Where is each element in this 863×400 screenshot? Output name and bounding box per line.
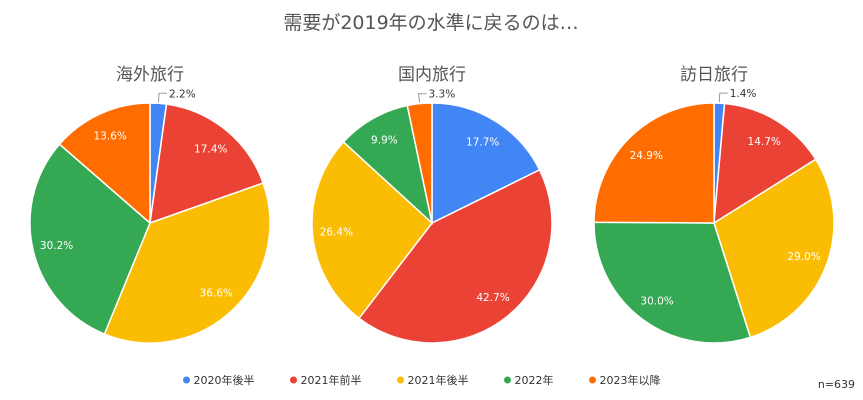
pie-slice <box>357 168 553 344</box>
legend-label: 2023年以降 <box>600 373 661 387</box>
legend-label: 2021年前半 <box>301 373 362 387</box>
pie-inbound-travel: 訪日旅行 1.4% 14.7% 29.0% 30.0% 24.9% <box>593 65 835 344</box>
legend-item: 2020年後半 <box>183 373 255 387</box>
slice-label: 14.7% <box>748 136 781 148</box>
legend-item: 2021年後半 <box>397 373 469 387</box>
sample-size-note: n=639 <box>818 378 855 391</box>
legend-label: 2021年後半 <box>408 373 469 387</box>
slice-label: 3.3% <box>429 89 456 101</box>
pies-layer: 海外旅行 2.2% 17.4% 36.6% 30.2% 13.6% 国内旅行 17.7% 42.… <box>29 65 835 344</box>
slice-label: 26.4% <box>320 226 353 238</box>
slice-label: 24.9% <box>630 150 663 162</box>
legend-item: 2022年 <box>504 373 554 387</box>
pie-slice <box>29 143 151 335</box>
slice-leader-line <box>157 92 167 103</box>
slice-leader-line <box>718 92 728 103</box>
legend-swatch <box>589 376 596 384</box>
pie-title-inbound-travel: 訪日旅行 <box>680 65 748 85</box>
legend-item: 2023年以降 <box>589 373 661 387</box>
legend-swatch <box>397 376 404 384</box>
pie-title-overseas-travel: 海外旅行 <box>116 65 184 85</box>
pie-slice <box>713 102 817 225</box>
legend-label: 2020年後半 <box>194 373 255 387</box>
slice-label: 17.4% <box>194 144 227 156</box>
slice-label: 30.2% <box>40 240 73 252</box>
slice-label: 29.0% <box>787 251 820 263</box>
pie-slice <box>149 103 265 225</box>
slice-label: 30.0% <box>640 295 673 307</box>
pie-slice <box>58 102 151 225</box>
slice-label: 36.6% <box>200 288 233 300</box>
pie-title-domestic-travel: 国内旅行 <box>398 65 466 85</box>
pie-slice <box>311 140 434 320</box>
pie-slice <box>593 102 715 224</box>
slice-label: 1.4% <box>730 88 757 100</box>
legend-swatch <box>504 376 511 384</box>
legend-item: 2021年前半 <box>290 373 362 387</box>
chart-title: 需要が2019年の水準に戻るのは… <box>283 12 578 34</box>
pie-slice <box>593 221 752 344</box>
pie-slice <box>406 102 433 224</box>
slice-label: 13.6% <box>94 131 127 143</box>
slice-label: 2.2% <box>169 88 196 100</box>
slice-label: 9.9% <box>371 135 398 147</box>
pie-domestic-travel: 国内旅行 17.7% 42.7% 26.4% 9.9% 3.3% <box>311 65 553 344</box>
pie-slice <box>713 158 835 339</box>
pie-slice <box>103 182 271 344</box>
slice-leader-line <box>417 93 427 103</box>
pie-overseas-travel: 海外旅行 2.2% 17.4% 36.6% 30.2% 13.6% <box>29 65 271 344</box>
slice-label: 17.7% <box>466 137 499 149</box>
legend-swatch <box>290 376 297 384</box>
legend: 2020年後半 2021年前半 2021年後半 2022年 2023年以降 <box>183 373 661 387</box>
legend-label: 2022年 <box>515 373 554 387</box>
pie-slice <box>431 102 541 225</box>
legend-swatch <box>183 376 190 384</box>
slice-label: 42.7% <box>476 292 509 304</box>
pie-slice <box>342 104 434 226</box>
